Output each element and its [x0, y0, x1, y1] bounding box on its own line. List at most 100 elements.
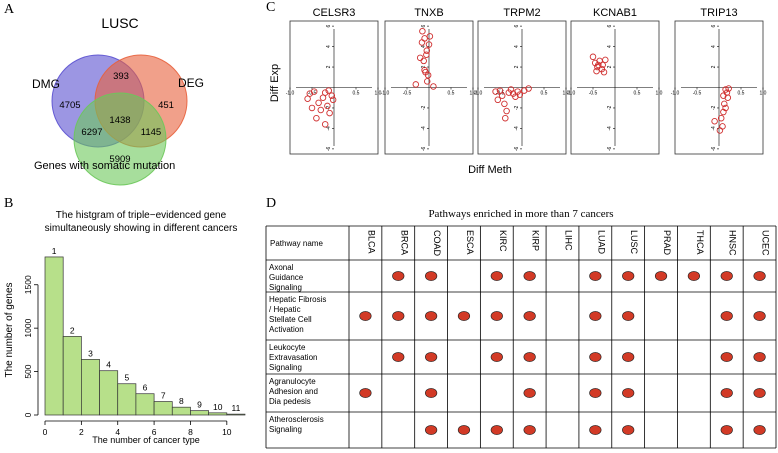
- pathway-table-row-name: Leukocyte: [269, 343, 306, 352]
- histogram-axes: 0 2 4 6 8 10 0 500 1000 1500: [23, 275, 232, 437]
- histogram-bar-label: 8: [179, 396, 184, 406]
- pathway-table-column-header: HNSC: [728, 230, 738, 256]
- scatter-x-tick-label: 0.5: [448, 91, 455, 97]
- pathway-table-enrichment-dot: [523, 388, 536, 398]
- pathway-table-row-name: Agranulocyte: [269, 377, 316, 386]
- pathway-table-row-name: / Hepatic: [269, 305, 301, 314]
- histogram-x-axis-label: The number of cancer type: [92, 435, 200, 445]
- histogram-bar: [153, 401, 173, 416]
- venn-label-dmg: DMG: [32, 77, 60, 91]
- pathway-table-enrichment-dot: [359, 311, 372, 321]
- histogram-x-tick-label: 4: [115, 427, 120, 437]
- pathway-table-enrichment-dot: [622, 425, 635, 435]
- pathway-table-enrichment-dot: [457, 311, 471, 321]
- pathway-table-enrichment-dot: [720, 388, 733, 398]
- pathway-table-enrichment-dot: [425, 425, 438, 435]
- scatter-point: [424, 71, 432, 79]
- scatter-y-tick-label: -4: [326, 126, 332, 131]
- scatter-point: [325, 87, 332, 94]
- histogram-bar-label: 10: [213, 402, 223, 412]
- pathway-table-column-header: BRCA: [399, 230, 409, 255]
- histogram-bar: [135, 393, 155, 416]
- scatter-point: [308, 104, 316, 112]
- histogram-x-tick-label: 2: [79, 427, 84, 437]
- pathway-table-column-header: LUSC: [629, 230, 639, 255]
- scatter-point: [589, 53, 597, 61]
- scatter-x-tick-label: 0.5: [541, 91, 548, 97]
- scatter-point: [412, 81, 420, 88]
- venn-label-mutation: Genes with somatic mutation: [34, 160, 175, 172]
- pathway-table-enrichment-dot: [589, 311, 602, 321]
- scatter-y-tick-label: 4: [607, 45, 613, 48]
- scatter-point: [494, 96, 502, 104]
- pathway-table-column-header: UCEC: [761, 230, 771, 256]
- pathway-table-enrichment-dot: [490, 311, 503, 321]
- pathway-table-enrichment-dot: [753, 271, 766, 281]
- pathway-table-column-header: LUAD: [596, 230, 606, 255]
- pathway-table-enrichment-dot: [523, 425, 536, 435]
- scatter-point: [498, 92, 506, 99]
- histogram-x-tick-label: 10: [222, 427, 232, 437]
- scatter-point: [595, 61, 602, 69]
- scatter-panel-title: TRIP13: [700, 7, 737, 19]
- scatter-y-tick-label: 6: [514, 25, 520, 28]
- pathway-table-row-name: Atherosclerosis: [269, 415, 324, 424]
- scatter-point: [717, 114, 725, 122]
- scatter-point: [719, 123, 726, 130]
- pathway-table-enrichment-dot: [753, 388, 766, 398]
- venn-circle-mutation: [73, 92, 167, 186]
- pathway-table-row-name: Adhesion and: [269, 387, 318, 396]
- scatter-point: [421, 35, 428, 42]
- scatter-point: [501, 100, 508, 108]
- pathway-table-column-header: THCA: [695, 230, 705, 255]
- scatter-point: [329, 96, 337, 104]
- pathway-table-enrichment-dot: [523, 271, 536, 281]
- scatter-panel-title: TRPM2: [503, 7, 540, 19]
- histogram-title-line2: simultaneously showing in different canc…: [45, 223, 238, 234]
- histogram-bars: 1 2 3 4 5 6 7 8 9 10 11: [44, 246, 246, 416]
- pathway-table-column-header: ESCA: [465, 230, 475, 255]
- pathway-table-enrichment-dot: [720, 352, 733, 362]
- scatter-y-tick-label: 4: [711, 45, 717, 48]
- scatter-y-axis-label: Diff Exp: [269, 64, 281, 102]
- pathway-table-enrichment-dot: [425, 388, 438, 398]
- histogram-bar-label: 3: [88, 348, 93, 358]
- scatter-x-tick-label: 0.5: [634, 91, 641, 97]
- scatter-x-tick-label: 1.0: [563, 91, 570, 97]
- scatter-point: [324, 102, 331, 110]
- histogram-bar: [99, 370, 119, 416]
- pathway-table-column-header: COAD: [432, 230, 442, 257]
- scatter-y-tick-label: 2: [711, 65, 717, 68]
- scatter-point: [420, 57, 427, 65]
- scatter-y-tick-label: 6: [607, 25, 613, 28]
- scatter-point: [423, 47, 431, 54]
- histogram-bar: [171, 406, 191, 416]
- histogram-y-tick-label: 0: [23, 412, 33, 417]
- panel-label-d: D: [266, 196, 277, 211]
- scatter-x-tick-label: -1.0: [474, 91, 483, 97]
- scatter-point: [426, 33, 434, 40]
- scatter-point: [503, 107, 510, 115]
- pathway-table-enrichment-dot: [392, 352, 405, 362]
- pathway-table-enrichment-dot: [589, 271, 602, 281]
- scatter-point: [430, 83, 437, 90]
- scatter-y-tick-label: -6: [326, 146, 332, 151]
- pathway-table-enrichment-dot: [359, 388, 372, 398]
- histogram-bar: [226, 413, 246, 416]
- scatter-x-tick-label: 1.0: [760, 91, 767, 97]
- pathway-table-column-header: KIRP: [531, 230, 541, 251]
- pathway-table-enrichment-dot: [490, 271, 503, 281]
- venn-region-mutation-only: 5909: [109, 154, 130, 165]
- histogram-bar-label: 4: [106, 360, 111, 370]
- pathway-table-row-name: Hepatic Fibrosis: [269, 295, 326, 304]
- pathway-table-enrichment-dot: [425, 311, 438, 321]
- panel-label-b: B: [4, 196, 14, 211]
- scatter-y-tick-label: -6: [514, 146, 520, 151]
- scatter-point: [593, 67, 600, 75]
- scatter-point: [423, 78, 431, 85]
- scatter-y-tick-label: -2: [514, 106, 520, 111]
- scatter-point: [328, 92, 336, 99]
- histogram-chart: The histgram of triple−evidenced gene si…: [4, 210, 246, 445]
- histogram-y-tick-label: 1000: [23, 318, 33, 337]
